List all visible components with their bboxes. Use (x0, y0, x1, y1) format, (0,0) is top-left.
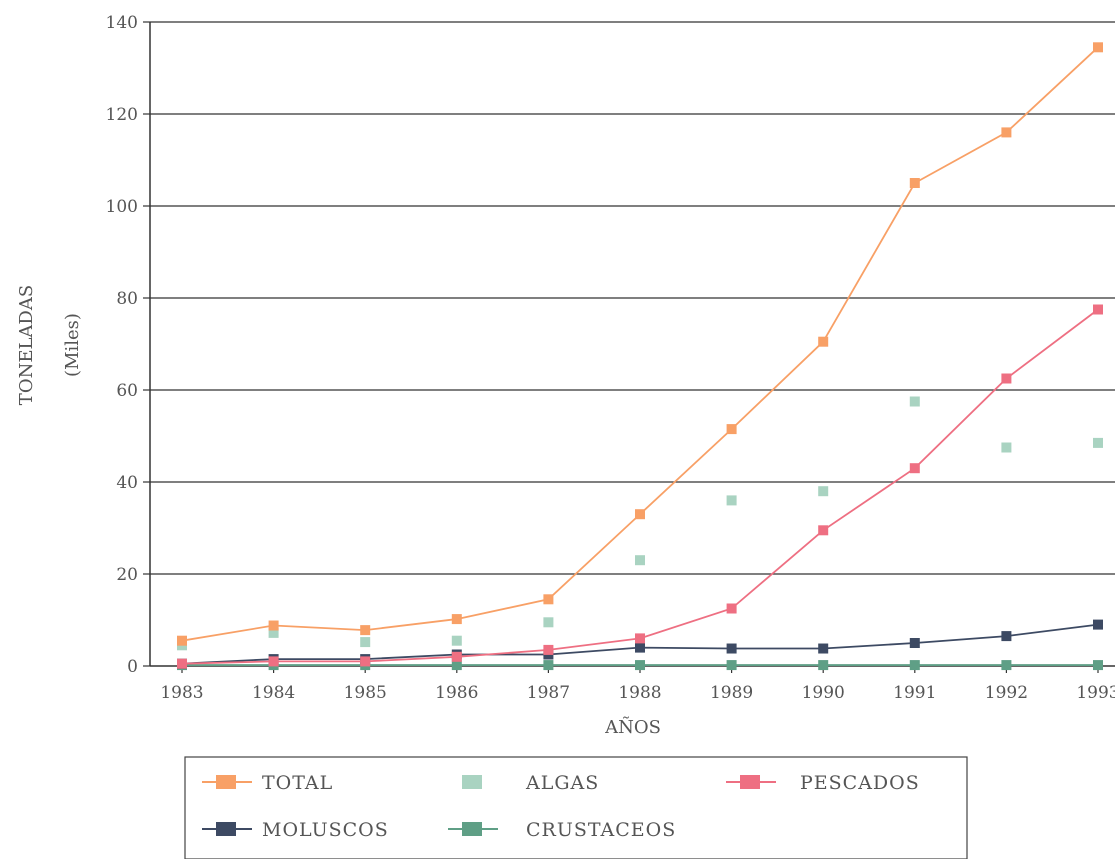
data-point-pescados (1001, 373, 1012, 384)
data-point-crustaceos (451, 660, 462, 671)
y-tick-label: 80 (116, 289, 138, 309)
data-point-moluscos (1093, 619, 1103, 630)
y-tick-label: 120 (106, 105, 138, 125)
x-tick-label: 1988 (618, 683, 661, 703)
data-point-pescados (635, 633, 645, 644)
legend-label: TOTAL (262, 772, 333, 794)
data-point-algas (818, 486, 829, 497)
data-point-total (818, 336, 829, 347)
x-tick-label: 1987 (527, 683, 570, 703)
data-point-pescados (268, 656, 279, 667)
legend-marker (462, 775, 482, 789)
data-point-moluscos (909, 638, 920, 648)
data-point-algas (635, 555, 645, 566)
series-line-total (181, 46, 1099, 642)
x-tick-label: 1992 (985, 683, 1028, 703)
data-point-total (268, 620, 279, 631)
data-point-crustaceos (818, 660, 829, 671)
grid-lines (150, 21, 1115, 575)
data-point-algas (543, 617, 554, 628)
data-point-pescados (177, 658, 187, 669)
x-tick-label: 1989 (710, 683, 753, 703)
x-tick-label: 1986 (435, 683, 478, 703)
data-point-pescados (818, 525, 829, 536)
y-tick-label: 40 (116, 473, 138, 493)
data-point-moluscos (1001, 631, 1012, 642)
data-point-moluscos (818, 643, 829, 654)
y-tick-labels: 0 20 40 60 80 100 120 140 (106, 13, 150, 677)
data-point-total (451, 614, 462, 625)
data-point-total (635, 509, 645, 520)
data-point-total (360, 625, 371, 636)
x-tick-label: 1990 (802, 683, 845, 703)
legend-item-pescados: PESCADOS (726, 772, 920, 794)
legend-label: CRUSTACEOS (526, 819, 676, 841)
data-point-crustaceos (635, 660, 645, 671)
data-point-algas (1093, 437, 1103, 448)
legend-marker (462, 822, 482, 836)
data-point-algas (360, 637, 371, 648)
series-group (177, 42, 1103, 671)
x-tick-label: 1983 (160, 683, 203, 703)
legend-marker (216, 822, 236, 836)
data-point-algas (1001, 442, 1012, 453)
data-point-pescados (1093, 304, 1103, 315)
data-point-algas (268, 627, 279, 638)
data-point-total (1001, 127, 1012, 138)
x-axis-label: AÑOS (604, 715, 661, 738)
data-point-total (909, 178, 920, 188)
data-point-crustaceos (909, 660, 920, 671)
data-point-total (543, 594, 554, 605)
x-tick-label: 1985 (344, 683, 387, 703)
data-point-crustaceos (1001, 660, 1012, 671)
y-tick-label: 0 (127, 657, 138, 677)
data-point-algas (451, 635, 462, 646)
data-point-crustaceos (726, 660, 737, 671)
x-tick-label: 1984 (252, 683, 295, 703)
legend-label: ALGAS (525, 772, 599, 794)
legend-marker (740, 775, 760, 789)
x-tick-labels: 1983 1984 1985 1986 1987 1988 1989 1990 1991 1992… (160, 666, 1115, 703)
series-pescados (177, 304, 1103, 669)
data-point-total (726, 424, 737, 435)
legend: TOTAL ALGAS PESCADOS MOLUSCOS CRUSTACEOS (184, 756, 968, 859)
x-tick-label: 1993 (1076, 683, 1115, 703)
series-line-pescados (181, 308, 1099, 665)
legend-box (184, 756, 968, 859)
data-point-pescados (360, 656, 371, 667)
y-axis-label: TONELADAS (16, 285, 37, 405)
data-point-total (177, 635, 187, 646)
y-tick-label: 60 (116, 381, 138, 401)
legend-item-total: TOTAL (202, 772, 333, 794)
data-point-pescados (543, 644, 554, 655)
data-point-pescados (451, 651, 462, 662)
legend-item-algas: ALGAS (462, 772, 599, 794)
series-algas (177, 396, 1103, 651)
data-point-moluscos (726, 643, 737, 654)
y-tick-label: 100 (106, 197, 138, 217)
y-tick-label: 20 (116, 565, 138, 585)
legend-item-crustaceos: CRUSTACEOS (448, 819, 676, 841)
data-point-algas (909, 396, 920, 407)
legend-label: MOLUSCOS (262, 819, 389, 841)
series-total (177, 42, 1103, 646)
legend-marker (216, 775, 236, 789)
x-tick-label: 1991 (893, 683, 936, 703)
legend-label: PESCADOS (800, 772, 920, 794)
axes (149, 22, 1115, 667)
data-point-total (1093, 42, 1103, 53)
data-point-crustaceos (543, 660, 554, 671)
data-point-pescados (909, 463, 920, 474)
legend-item-moluscos: MOLUSCOS (202, 819, 389, 841)
data-point-moluscos (635, 642, 645, 653)
y-axis-sublabel: (Miles) (62, 313, 83, 377)
data-point-crustaceos (1093, 660, 1103, 671)
data-point-pescados (726, 603, 737, 614)
data-point-algas (726, 495, 737, 506)
y-tick-label: 140 (106, 13, 138, 33)
